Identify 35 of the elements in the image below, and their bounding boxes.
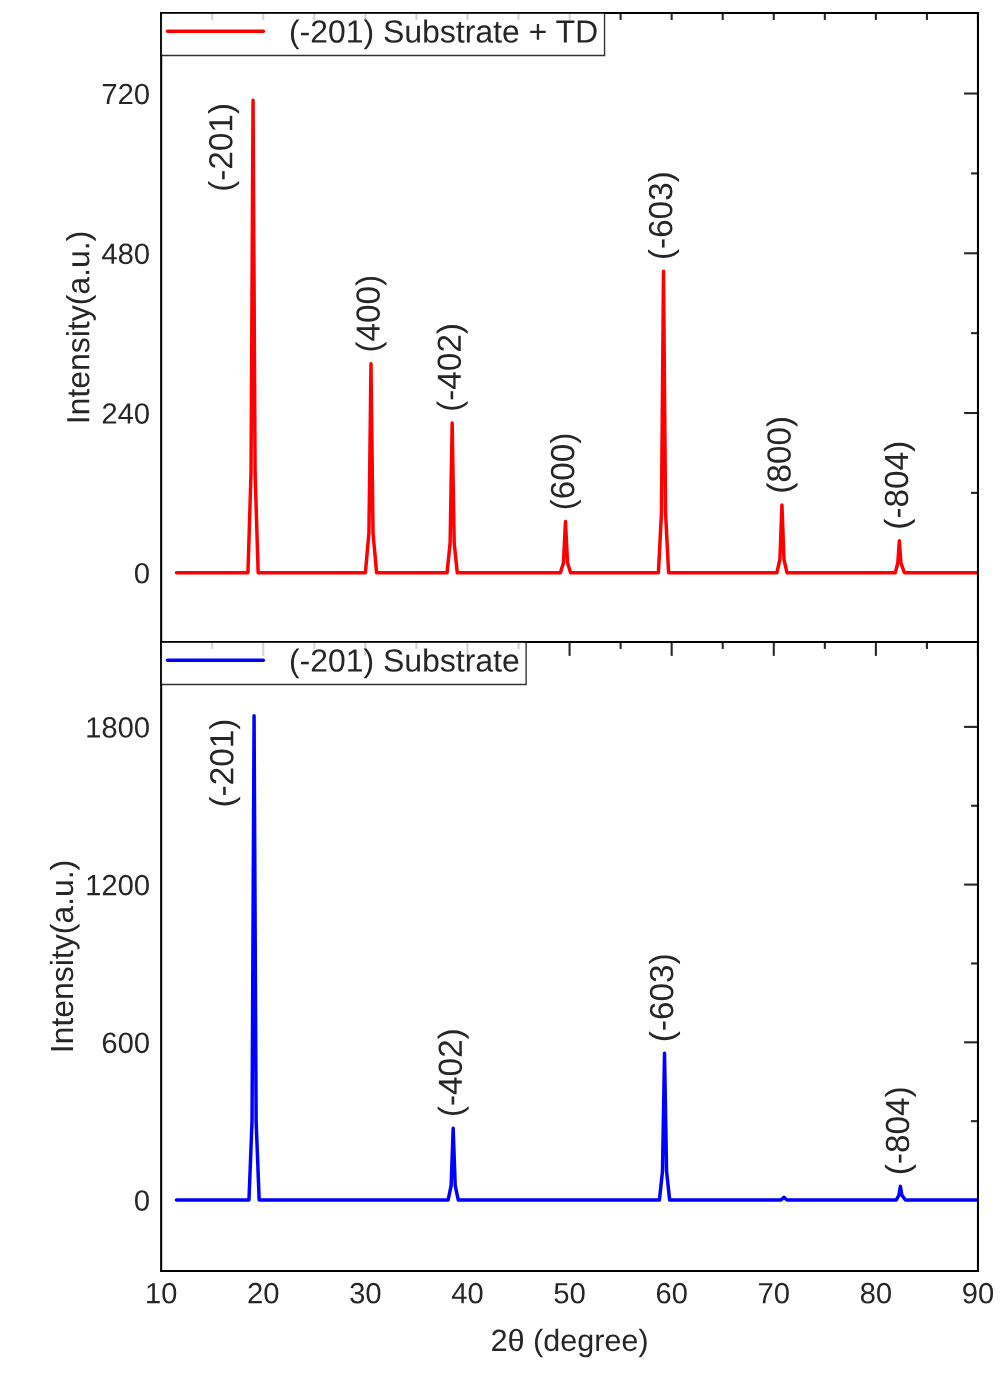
x-axis-title: 2θ (degree) (492, 1328, 647, 1358)
legend-label: (-201) Substrate + TD (290, 19, 597, 50)
y-tick-label: 0 (134, 1190, 149, 1211)
y-tick-label: 240 (102, 403, 149, 424)
annotation: (-804) (883, 442, 915, 528)
annotation: (800) (766, 418, 798, 492)
x-tick-label: 80 (860, 1282, 891, 1304)
y-tick-label: 720 (102, 83, 149, 105)
annotation: (600) (549, 434, 582, 509)
annotation: (400) (355, 276, 387, 351)
y-tick-label: 600 (102, 1032, 149, 1054)
x-tick-label: 70 (759, 1282, 789, 1304)
x-tick-label: 20 (248, 1282, 279, 1304)
annotation: (-603) (648, 955, 681, 1041)
y-tick-label: 1800 (87, 717, 149, 738)
annotation: (-402) (437, 1030, 469, 1116)
y-tick-label: 0 (134, 562, 149, 584)
x-tick-label: 50 (554, 1282, 585, 1304)
y-axis-title: Intensity(a.u.) (66, 232, 96, 422)
line-series (174, 714, 978, 1202)
x-tick-label: 30 (350, 1282, 381, 1304)
y-tick-label: 480 (102, 243, 149, 265)
legend-label: (-201) Substrate (290, 648, 519, 679)
annotation: (-201) (209, 720, 241, 806)
y-axis-title: Intensity(a.u.) (49, 861, 80, 1051)
x-tick-label: 10 (147, 1282, 177, 1304)
y-tick-label: 1200 (87, 874, 149, 896)
x-tick-label: 40 (451, 1282, 483, 1304)
line-series (174, 98, 978, 575)
annotation: (-201) (208, 105, 240, 190)
x-tick-label: 90 (963, 1282, 994, 1304)
annotation: (-402) (436, 325, 468, 410)
x-tick-label: 60 (656, 1282, 687, 1304)
annotation: (-804) (884, 1088, 916, 1174)
annotation: (-603) (647, 173, 680, 259)
